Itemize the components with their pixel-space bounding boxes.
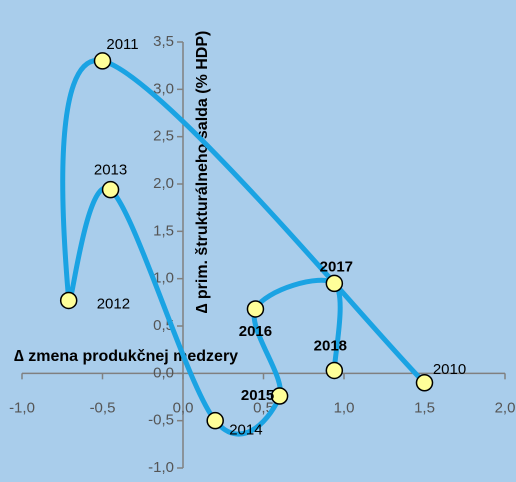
x-tick-label: 1,0 — [334, 399, 355, 416]
x-tick-label: -0,5 — [90, 399, 116, 416]
y-tick-label: 1,5 — [153, 222, 174, 239]
data-point — [415, 374, 434, 392]
point-label: 2012 — [97, 295, 130, 312]
y-tick-label: -1,0 — [148, 459, 174, 476]
x-tick-label: 0,0 — [173, 399, 194, 416]
point-label: 2018 — [314, 337, 347, 354]
x-tick-label: 2,0 — [495, 399, 516, 416]
x-tick-label: -1,0 — [9, 399, 35, 416]
y-tick-label: 1,0 — [153, 270, 174, 287]
point-label: 2015 — [241, 387, 274, 404]
data-point — [325, 361, 344, 380]
data-point — [325, 274, 344, 293]
y-tick-label: 2,5 — [153, 128, 174, 145]
data-point — [270, 387, 289, 405]
point-label: 2010 — [433, 361, 466, 378]
x-tick-label: 1,5 — [414, 399, 435, 416]
y-tick-label: -0,5 — [148, 412, 174, 429]
y-tick-label: 3,5 — [153, 33, 174, 50]
data-point — [246, 300, 265, 318]
point-label: 2016 — [239, 323, 272, 340]
data-point — [101, 180, 120, 199]
y-tick-label: 0,0 — [153, 364, 174, 381]
point-label: 2011 — [106, 36, 138, 53]
point-label: 2014 — [229, 422, 262, 439]
point-label: 2017 — [320, 258, 353, 275]
data-point — [59, 291, 78, 310]
x-axis-label: ∆ zmena produkčnej medzery — [14, 348, 238, 365]
y-tick-label: 2,0 — [153, 175, 174, 192]
series-line — [60, 58, 427, 437]
y-tick-label: 3,0 — [153, 80, 174, 97]
point-label: 2013 — [94, 162, 127, 179]
data-point — [206, 411, 224, 430]
data-point — [93, 52, 112, 70]
y-axis-label: ∆ prim. štrukturálneho salda (% HDP) — [194, 31, 211, 314]
